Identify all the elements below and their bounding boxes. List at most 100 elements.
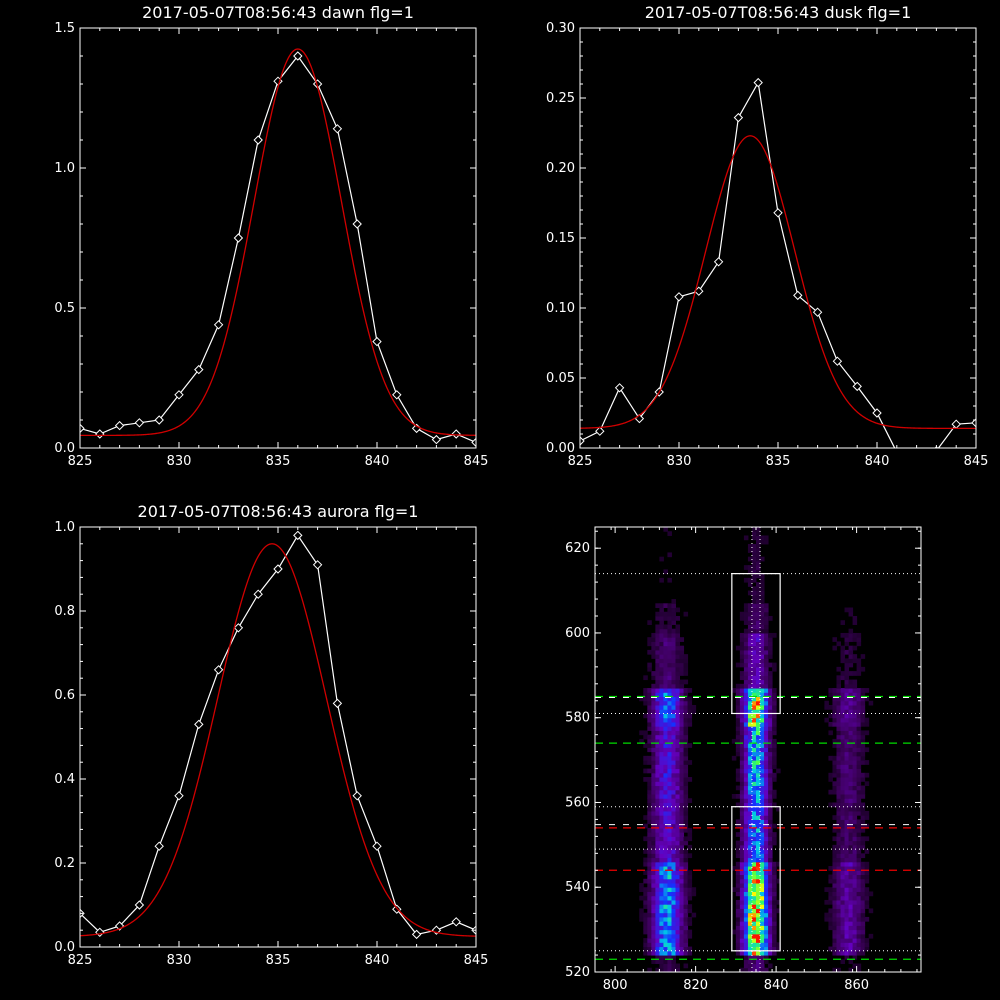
y-tick-label: 0.15 bbox=[546, 231, 575, 246]
heatmap-cell bbox=[856, 662, 862, 668]
heatmap-cell bbox=[747, 827, 753, 833]
heatmap-cell bbox=[743, 806, 749, 812]
heatmap-cell bbox=[836, 929, 841, 935]
heatmap-cell bbox=[836, 683, 841, 689]
heatmap-cell bbox=[828, 692, 833, 698]
heatmap-cell bbox=[735, 921, 741, 926]
heatmap-cell bbox=[679, 654, 685, 659]
heatmap-cell bbox=[675, 810, 681, 816]
heatmap-cell bbox=[651, 798, 656, 803]
heatmap-cell bbox=[824, 912, 829, 918]
heatmap-cell bbox=[739, 717, 745, 723]
heatmap-cell bbox=[651, 785, 656, 791]
x-tick-label: 840 bbox=[365, 953, 390, 968]
heatmap-cell bbox=[848, 688, 854, 693]
heatmap-cell bbox=[655, 912, 660, 918]
heatmap-cell bbox=[864, 730, 870, 736]
heatmap-cell bbox=[671, 679, 676, 685]
heatmap-cell bbox=[647, 755, 652, 761]
heatmap-cell bbox=[739, 938, 745, 943]
heatmap-cell bbox=[832, 823, 837, 829]
heatmap-cell bbox=[675, 637, 681, 642]
heatmap-cell bbox=[860, 772, 866, 778]
heatmap-cell bbox=[667, 645, 672, 651]
heatmap-cell bbox=[852, 823, 858, 829]
heatmap-area bbox=[595, 527, 921, 972]
heatmap-cell bbox=[852, 849, 858, 854]
heatmap-cell bbox=[844, 760, 850, 765]
heatmap-cell bbox=[663, 878, 668, 884]
heatmap-cell bbox=[860, 878, 866, 884]
heatmap-cell bbox=[735, 844, 741, 850]
heatmap-cell bbox=[848, 645, 854, 651]
heatmap-cell bbox=[683, 946, 689, 952]
heatmap-cell bbox=[772, 950, 777, 956]
heatmap-cell bbox=[743, 675, 749, 681]
heatmap-cell bbox=[747, 692, 753, 698]
heatmap-cell bbox=[743, 853, 749, 859]
heatmap-cell bbox=[824, 700, 829, 706]
heatmap-cell bbox=[647, 734, 652, 740]
heatmap-cell bbox=[743, 899, 749, 905]
heatmap-cell bbox=[743, 641, 749, 647]
heatmap-cell bbox=[840, 908, 846, 914]
heatmap-cell bbox=[671, 785, 676, 791]
heatmap-cell bbox=[840, 844, 846, 850]
heatmap-cell bbox=[844, 938, 850, 943]
data-point bbox=[293, 51, 303, 61]
heatmap-cell bbox=[679, 946, 685, 952]
heatmap-cell bbox=[659, 895, 664, 901]
heatmap-cell bbox=[755, 878, 761, 884]
heatmap-cell bbox=[776, 908, 781, 914]
heatmap-cell bbox=[647, 925, 652, 931]
heatmap-cell bbox=[755, 755, 761, 761]
heatmap-cell bbox=[836, 666, 841, 672]
heatmap-cell bbox=[864, 815, 870, 820]
heatmap-cell bbox=[764, 938, 769, 943]
heatmap-cell bbox=[739, 789, 745, 795]
heatmap-cell bbox=[860, 760, 866, 765]
heatmap-cell bbox=[667, 658, 672, 664]
heatmap-cell bbox=[659, 658, 664, 664]
heatmap-cell bbox=[683, 849, 689, 854]
heatmap-cell bbox=[848, 705, 854, 710]
heatmap-cell bbox=[647, 713, 652, 719]
heatmap-cell bbox=[659, 755, 664, 761]
heatmap-cell bbox=[735, 683, 741, 689]
heatmap-cell bbox=[832, 925, 837, 931]
heatmap-cell bbox=[679, 815, 685, 820]
heatmap-cell bbox=[755, 777, 761, 782]
y-tick-label: 560 bbox=[565, 795, 590, 810]
heatmap-cell bbox=[687, 933, 693, 939]
heatmap-cell bbox=[755, 959, 761, 965]
heatmap-cell bbox=[751, 755, 757, 761]
heatmap-cell bbox=[852, 717, 858, 723]
heatmap-cell bbox=[848, 810, 854, 816]
heatmap-cell bbox=[651, 912, 656, 918]
heatmap-cell bbox=[868, 908, 874, 914]
heatmap-cell bbox=[659, 946, 664, 952]
heatmap-cell bbox=[755, 603, 761, 609]
heatmap-cell bbox=[755, 904, 761, 909]
heatmap-cell bbox=[768, 942, 773, 948]
heatmap-cell bbox=[679, 921, 685, 926]
heatmap-cell bbox=[840, 832, 846, 837]
data-point bbox=[471, 437, 476, 448]
heatmap-cell bbox=[667, 853, 672, 859]
heatmap-cell bbox=[639, 696, 644, 702]
heatmap-cell bbox=[755, 654, 761, 659]
heatmap-cell bbox=[751, 827, 757, 833]
heatmap-cell bbox=[856, 883, 862, 888]
heatmap-cell bbox=[751, 624, 757, 630]
heatmap-cell bbox=[760, 696, 765, 702]
heatmap-cell bbox=[751, 709, 757, 714]
heatmap-cell bbox=[856, 692, 862, 698]
heatmap-cell bbox=[659, 823, 664, 829]
heatmap-cell bbox=[844, 933, 850, 939]
heatmap-cell bbox=[751, 929, 757, 935]
heatmap-cell bbox=[667, 878, 672, 884]
heatmap-cell bbox=[747, 844, 753, 850]
heatmap-cell bbox=[747, 645, 753, 651]
heatmap-cell bbox=[655, 730, 660, 736]
heatmap-cell bbox=[836, 679, 841, 685]
